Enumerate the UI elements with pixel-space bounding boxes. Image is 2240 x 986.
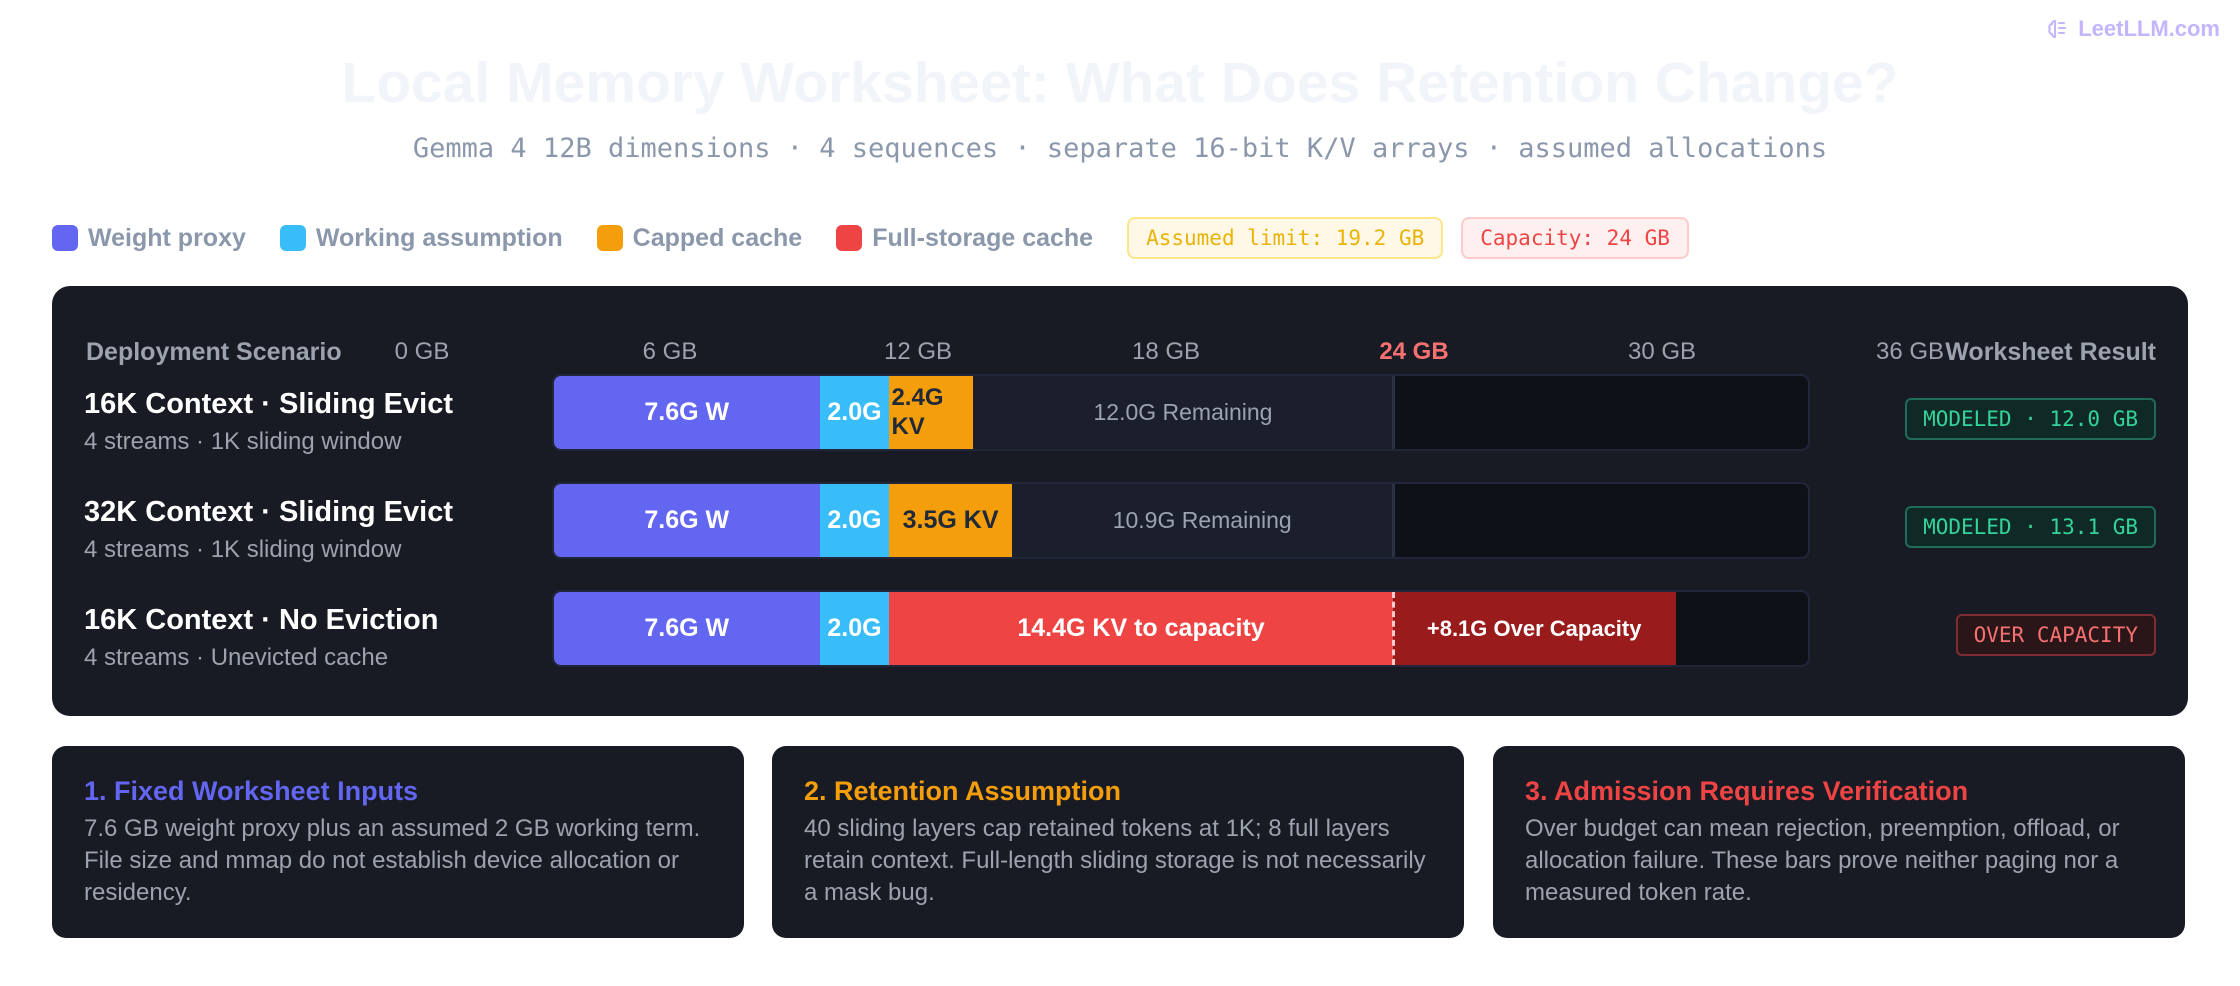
bar-segment-over: +8.1G Over Capacity [1392, 592, 1676, 665]
scenario-subtitle: 4 streams · 1K sliding window [84, 428, 402, 455]
bar-segment-working: 2.0G [819, 376, 890, 449]
legend-item-working: Working assumption [279, 223, 563, 253]
bar-segment-working: 2.0G [819, 592, 890, 665]
legend-label: Capped cache [632, 223, 803, 252]
capacity-line [1391, 376, 1395, 449]
card-body: 40 sliding layers cap retained tokens at… [804, 815, 1426, 906]
card-retention: 2. Retention Assumption 40 sliding layer… [772, 746, 1464, 938]
card-body: Over budget can mean rejection, preempti… [1525, 815, 2120, 906]
card-title: 1. Fixed Worksheet Inputs [84, 776, 419, 806]
legend-label: Full-storage cache [872, 223, 1094, 252]
bar-segment-full: 14.4G KV to capacity [889, 592, 1393, 665]
scenario-subtitle: 4 streams · 1K sliding window [84, 536, 402, 563]
page-title: Local Memory Worksheet: What Does Retent… [341, 51, 1899, 115]
capacity-line [1391, 592, 1395, 665]
scenario-title: 16K Context · No Eviction [84, 604, 439, 636]
scenario-header: Deployment Scenario [86, 338, 342, 366]
bar-segment-capped: 3.5G KV [889, 484, 1012, 557]
axis-tick-label: 24 GB [1379, 338, 1449, 365]
brand-logo[interactable]: LeetLLM.com [2046, 16, 2220, 42]
page-subtitle: Gemma 4 12B dimensions · 4 sequences · s… [412, 133, 1828, 164]
axis-tick-label: 30 GB [1627, 338, 1697, 365]
axis-tick-label: 36 GB [1875, 338, 1945, 365]
bar-segment-weight: 7.6G W [554, 376, 820, 449]
bar-segment-remaining: 12.0G Remaining [973, 376, 1393, 449]
result-badge: MODELED · 13.1 GB [1905, 506, 2156, 548]
legend-item-full: Full-storage cache [836, 224, 1093, 253]
chart-panel: Deployment Scenario 0 GB 6 GB 12 GB 18 GB 24… [52, 286, 2188, 716]
brand-name: LeetLLM.com [2078, 16, 2220, 41]
card-title: 2. Retention Assumption [804, 776, 1122, 806]
bar-segment-weight: 7.6G W [554, 592, 820, 665]
legend-label: Weight proxy [88, 223, 246, 252]
legend-item-capped: Capped cache [596, 223, 803, 253]
result-badge: OVER CAPACITY [1955, 614, 2156, 656]
bar-track: 7.6G W 2.0G 2.4G KV 12.0G Remaining [552, 374, 1810, 451]
bar-track: 7.6G W 2.0G 3.5G KV 10.9G Remaining [552, 482, 1810, 559]
result-badge: MODELED · 12.0 GB [1905, 398, 2156, 440]
legend-swatch [836, 225, 863, 251]
axis-tick-label: 0 GB [394, 338, 450, 365]
scenario-title: 32K Context · Sliding Evict [84, 496, 453, 528]
bar-segment-weight: 7.6G W [554, 484, 820, 557]
bar-track: 7.6G W 2.0G 14.4G KV to capacity +8.1G Over… [552, 590, 1810, 667]
capacity-line [1391, 484, 1395, 557]
legend-swatch [596, 225, 623, 251]
card-body: 7.6 GB weight proxy plus an assumed 2 GB… [84, 815, 701, 906]
axis-tick-label: 18 GB [1131, 338, 1201, 365]
legend-item-weight: Weight proxy [52, 224, 246, 253]
card-title: 3. Admission Requires Verification [1525, 776, 1969, 806]
axis-tick-label: 6 GB [642, 338, 698, 365]
legend: Weight proxy Working assumption Capped c… [52, 217, 1707, 259]
legend-label: Working assumption [315, 223, 563, 252]
brain-icon [2048, 19, 2067, 39]
axis-tick-label: 12 GB [883, 338, 953, 365]
card-inputs: 1. Fixed Worksheet Inputs 7.6 GB weight … [52, 746, 744, 938]
legend-swatch [279, 225, 306, 251]
scenario-title: 16K Context · Sliding Evict [84, 388, 453, 420]
assumed-limit-pill: Assumed limit: 19.2 GB [1127, 217, 1444, 259]
bar-segment-remaining: 10.9G Remaining [1011, 484, 1393, 557]
legend-swatch [52, 225, 78, 251]
bar-segment-working: 2.0G [819, 484, 890, 557]
result-header: Worksheet Result [1945, 338, 2156, 366]
capacity-pill: Capacity: 24 GB [1461, 217, 1689, 259]
card-admission: 3. Admission Requires Verification Over … [1493, 746, 2185, 938]
bar-segment-capped: 2.4G KV [889, 376, 974, 449]
scenario-subtitle: 4 streams · Unevicted cache [84, 644, 389, 671]
